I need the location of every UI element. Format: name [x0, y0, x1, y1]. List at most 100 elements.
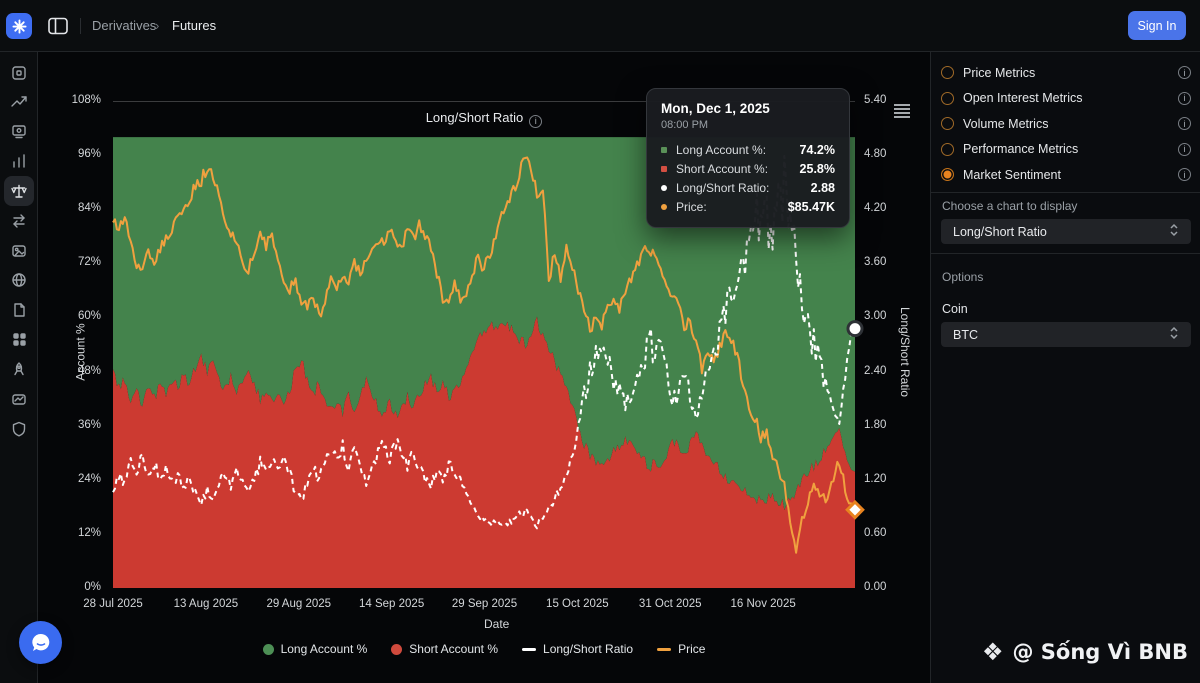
sidebar-item-chart-image-icon[interactable] [10, 390, 28, 408]
tooltip-label: Short Account %: [676, 161, 769, 176]
y-left-tick: 24% [77, 472, 101, 485]
metric-label: Price Metrics [963, 65, 1036, 80]
metric-option-price-metrics[interactable]: Price Metrics i [931, 60, 1200, 85]
sidebar-item-trend-icon[interactable] [10, 93, 28, 111]
legend-item-short-account-[interactable]: Short Account % [391, 642, 498, 656]
ratio-line [112, 154, 856, 530]
choose-chart-label: Choose a chart to display [942, 199, 1078, 213]
tooltip-label: Long/Short Ratio: [676, 180, 770, 195]
sidebar-item-globe-icon[interactable] [10, 271, 28, 289]
breadcrumb-derivatives[interactable]: Derivatives [92, 18, 157, 33]
metric-option-performance-metrics[interactable]: Performance Metrics i [931, 137, 1200, 162]
chart-select[interactable]: Long/Short Ratio [941, 219, 1191, 244]
long-short-ratio-chart[interactable] [112, 101, 865, 588]
legend-label: Long/Short Ratio [543, 642, 634, 656]
info-icon[interactable]: i [1178, 168, 1191, 181]
tooltip-row: Price: $85.47K [661, 197, 835, 216]
x-tick: 15 Oct 2025 [546, 598, 609, 610]
info-icon[interactable]: i [1178, 66, 1191, 79]
tooltip-series-marker [661, 203, 667, 210]
y-left-tick: 96% [77, 148, 101, 161]
sidebar-item-derivatives-icon[interactable] [10, 182, 28, 200]
metric-option-open-interest-metrics[interactable]: Open Interest Metrics i [931, 86, 1200, 111]
tooltip-row: Short Account %: 25.8% [661, 159, 835, 178]
y-right-tick: 1.20 [864, 472, 887, 485]
legend-label: Long Account % [280, 642, 368, 656]
metric-label: Open Interest Metrics [963, 91, 1083, 105]
legend-marker [391, 643, 403, 655]
sidebar-item-shield-icon[interactable] [10, 420, 28, 438]
sidebar-item-rocket-icon[interactable] [10, 360, 28, 378]
legend-marker [262, 643, 274, 655]
y-right-tick: 4.20 [864, 202, 887, 215]
radio-unselected[interactable] [941, 91, 954, 105]
sidebar-item-document-icon[interactable] [10, 301, 28, 319]
coin-select[interactable]: BTC [941, 322, 1191, 347]
chart-title: Long/Short Ratio [425, 110, 524, 125]
tooltip-label: Price: [676, 199, 707, 214]
chart-menu-icon[interactable] [893, 103, 913, 121]
info-icon[interactable]: i [1178, 91, 1191, 105]
info-icon[interactable]: i [1178, 142, 1191, 156]
settings-panel: Price Metrics i Open Interest Metrics i Volu… [930, 52, 1200, 683]
metric-option-volume-metrics[interactable]: Volume Metrics i [931, 111, 1200, 136]
tooltip-series-marker [661, 146, 667, 153]
y-right-tick: 3.00 [864, 310, 887, 323]
x-tick: 29 Aug 2025 [266, 598, 332, 610]
sidebar-item-screener-icon[interactable] [10, 122, 28, 140]
plot-area[interactable] [112, 101, 865, 588]
legend-marker [657, 647, 672, 651]
radio-unselected[interactable] [941, 66, 954, 79]
coin-select-value: BTC [953, 327, 978, 342]
legend-item-price[interactable]: Price [657, 642, 705, 656]
x-tick: 28 Jul 2025 [83, 598, 143, 610]
metric-label: Volume Metrics [963, 116, 1049, 131]
chat-bubble-icon [31, 633, 49, 651]
app-logo-icon[interactable] [6, 13, 32, 39]
tooltip-date: Mon, Dec 1, 2025 [661, 101, 770, 116]
legend-item-long-account-[interactable]: Long Account % [262, 642, 368, 656]
tooltip-rows: Long Account %: 74.2% Short Account %: 25.8… [661, 140, 835, 216]
chat-button[interactable] [19, 621, 62, 664]
sidebar-item-overview-icon[interactable] [10, 64, 28, 82]
sidebar-toggle-icon[interactable] [48, 17, 68, 35]
chart-select-value: Long/Short Ratio [953, 224, 1047, 239]
sidebar-item-stats-icon[interactable] [10, 152, 28, 170]
y-right-tick: 0.60 [864, 526, 887, 539]
tooltip-series-marker [661, 184, 667, 191]
radio-selected[interactable] [941, 168, 954, 181]
info-icon[interactable]: i [1178, 117, 1191, 130]
long-account-area [113, 137, 855, 511]
x-axis-title: Date [484, 617, 510, 631]
legend-item-long-short-ratio[interactable]: Long/Short Ratio [522, 642, 633, 656]
sidebar-item-swap-icon[interactable] [10, 212, 28, 230]
tooltip-label: Long Account %: [676, 142, 767, 157]
sign-in-button[interactable]: Sign In [1128, 11, 1186, 40]
watermark-text: @ Sống Vì BNB [1012, 640, 1188, 664]
price-line [112, 156, 856, 554]
y-left-tick: 84% [77, 202, 101, 215]
metric-label: Market Sentiment [963, 167, 1061, 182]
topbar-divider [80, 18, 81, 34]
y-left-tick: 48% [77, 364, 101, 377]
chart-info-icon[interactable]: i [529, 114, 543, 128]
sidebar-item-apps-icon[interactable] [10, 330, 28, 348]
short-account-area [113, 316, 855, 588]
select-chevrons-icon [1169, 326, 1179, 343]
y-right-tick: 1.80 [864, 418, 887, 431]
radio-unselected[interactable] [941, 117, 954, 130]
y-left-tick: 0% [84, 581, 101, 593]
legend-label: Price [678, 642, 706, 656]
coin-label: Coin [942, 302, 968, 316]
y-left-tick: 60% [77, 310, 101, 323]
select-chevrons-icon [1169, 223, 1179, 240]
legend-label: Short Account % [409, 642, 499, 656]
y-left-tick: 72% [77, 256, 101, 269]
sidebar-item-image-icon[interactable] [10, 242, 28, 260]
asterisk-icon [11, 18, 27, 34]
x-tick: 31 Oct 2025 [638, 598, 702, 610]
metric-option-market-sentiment[interactable]: Market Sentiment i [931, 162, 1200, 187]
radio-unselected[interactable] [941, 142, 954, 156]
tooltip-value: 74.2% [799, 142, 835, 157]
